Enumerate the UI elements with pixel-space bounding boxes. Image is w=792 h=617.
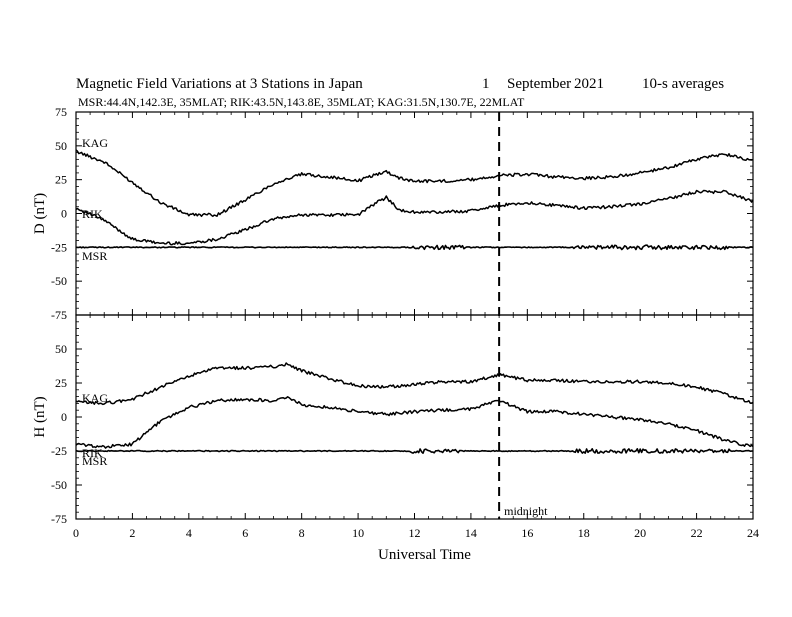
y-tick-label: 50 xyxy=(55,139,67,153)
chart-stations: MSR:44.4N,142.3E, 35MLAT; RIK:43.5N,143.… xyxy=(78,95,525,109)
x-tick-label: 20 xyxy=(634,526,646,540)
y-tick-label: 0 xyxy=(61,410,67,424)
panel-D: -75 -50 -25 0 25 50 75 D (nT) KAG RIK MSR xyxy=(32,105,754,322)
series-line-rik xyxy=(75,396,754,449)
x-tick-label: 6 xyxy=(242,526,248,540)
series-line-kag xyxy=(75,362,754,406)
x-tick-label: 18 xyxy=(578,526,590,540)
series-label-rik: RIK xyxy=(82,446,103,460)
x-tick-label: 16 xyxy=(521,526,533,540)
x-axis-label: Universal Time xyxy=(378,547,471,563)
x-tick-label: 2 xyxy=(129,526,135,540)
chart-averaging: 10-s averages xyxy=(642,76,724,92)
x-tick-label: 12 xyxy=(409,526,421,540)
y-tick-label: -50 xyxy=(51,478,67,492)
y-tick-label: -75 xyxy=(51,308,67,322)
y-axis-label: D (nT) xyxy=(32,193,48,234)
x-tick-label: 24 xyxy=(747,526,759,540)
panel-frame xyxy=(75,314,754,520)
y-tick-label: 0 xyxy=(61,207,67,221)
x-tick-label: 14 xyxy=(465,526,477,540)
y-tick-label: -50 xyxy=(51,274,67,288)
y-tick-label: -25 xyxy=(51,444,67,458)
x-tick-label: 4 xyxy=(186,526,192,540)
x-tick-label: 8 xyxy=(299,526,305,540)
series-label-rik: RIK xyxy=(82,207,103,221)
y-tick-label: 25 xyxy=(55,376,67,390)
y-axis-label: H (nT) xyxy=(32,396,48,437)
x-tick-label: 0 xyxy=(73,526,79,540)
midnight-label: midnight xyxy=(504,504,548,518)
series-label-msr: MSR xyxy=(82,454,107,468)
y-tick-label: 25 xyxy=(55,173,67,187)
y-tick-label: 75 xyxy=(55,105,67,119)
chart-date-month: September xyxy=(507,76,571,92)
x-tick-label: 22 xyxy=(691,526,703,540)
y-tick-label: -75 xyxy=(51,512,67,526)
chart-date-year: 2021 xyxy=(574,76,604,92)
chart-title: Magnetic Field Variations at 3 Stations … xyxy=(76,76,363,92)
y-tick-label: 50 xyxy=(55,342,67,356)
series-label-msr: MSR xyxy=(82,249,107,263)
series-line-rik xyxy=(75,189,754,246)
chart-date-day: 1 xyxy=(482,76,490,92)
series-line-kag xyxy=(75,149,754,218)
x-tick-label: 10 xyxy=(352,526,364,540)
series-label-kag: KAG xyxy=(82,391,108,405)
series-line-msr xyxy=(75,447,754,455)
series-label-kag: KAG xyxy=(82,136,108,150)
y-tick-label: -25 xyxy=(51,240,67,254)
series-line-msr xyxy=(75,244,754,251)
